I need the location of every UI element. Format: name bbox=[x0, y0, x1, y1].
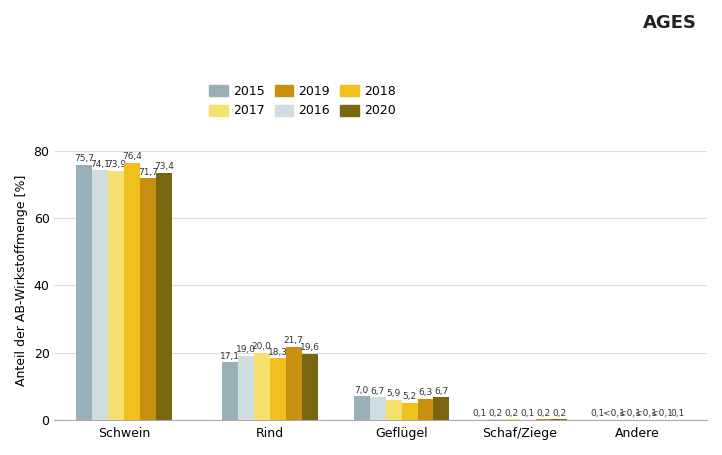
Text: 75,7: 75,7 bbox=[74, 154, 94, 163]
Text: <0,1: <0,1 bbox=[603, 409, 625, 418]
Text: 21,7: 21,7 bbox=[284, 336, 303, 345]
Bar bbox=[140, 178, 156, 420]
Text: 0,2: 0,2 bbox=[552, 409, 567, 418]
Text: 6,7: 6,7 bbox=[435, 387, 448, 396]
Text: <0,1: <0,1 bbox=[635, 409, 656, 418]
Bar bbox=[417, 399, 433, 420]
Text: 0,2: 0,2 bbox=[489, 409, 503, 418]
Bar bbox=[370, 398, 386, 420]
Bar bbox=[269, 359, 286, 420]
Text: 0,1: 0,1 bbox=[670, 409, 684, 418]
Bar bbox=[401, 403, 417, 420]
Text: AGES: AGES bbox=[643, 14, 697, 32]
Bar bbox=[433, 398, 449, 420]
Bar bbox=[124, 163, 140, 420]
Text: 7,0: 7,0 bbox=[355, 386, 369, 395]
Text: 73,9: 73,9 bbox=[106, 161, 126, 169]
Text: 76,4: 76,4 bbox=[122, 152, 142, 161]
Bar bbox=[92, 171, 108, 420]
Text: 19,0: 19,0 bbox=[235, 345, 256, 354]
Bar bbox=[222, 363, 238, 420]
Text: 74,1: 74,1 bbox=[90, 160, 110, 169]
Text: 0,1: 0,1 bbox=[521, 409, 535, 418]
Text: 18,3: 18,3 bbox=[268, 348, 287, 357]
Text: 17,1: 17,1 bbox=[219, 352, 240, 361]
Text: 71,7: 71,7 bbox=[138, 168, 158, 177]
Text: 6,3: 6,3 bbox=[418, 388, 432, 397]
Bar bbox=[108, 171, 124, 420]
Legend: 2015, 2017, 2019, 2016, 2018, 2020: 2015, 2017, 2019, 2016, 2018, 2020 bbox=[209, 85, 396, 117]
Bar bbox=[253, 353, 269, 420]
Bar bbox=[156, 173, 172, 420]
Text: <0,1: <0,1 bbox=[619, 409, 640, 418]
Bar bbox=[302, 354, 318, 420]
Text: 73,4: 73,4 bbox=[154, 162, 174, 171]
Text: 6,7: 6,7 bbox=[370, 387, 385, 396]
Text: 0,2: 0,2 bbox=[505, 409, 518, 418]
Text: 0,1: 0,1 bbox=[472, 409, 487, 418]
Bar bbox=[286, 347, 302, 420]
Text: 5,2: 5,2 bbox=[402, 392, 417, 401]
Text: 0,1: 0,1 bbox=[591, 409, 605, 418]
Text: 19,6: 19,6 bbox=[300, 344, 320, 352]
Text: 0,2: 0,2 bbox=[536, 409, 551, 418]
Bar bbox=[76, 165, 92, 420]
Bar bbox=[238, 356, 253, 420]
Bar bbox=[354, 396, 370, 420]
Text: 5,9: 5,9 bbox=[386, 389, 401, 399]
Text: 20,0: 20,0 bbox=[252, 342, 271, 351]
Text: <0,1: <0,1 bbox=[651, 409, 672, 418]
Bar bbox=[386, 400, 401, 420]
Y-axis label: Anteil der AB-Wirkstoffmenge [%]: Anteil der AB-Wirkstoffmenge [%] bbox=[15, 175, 28, 386]
